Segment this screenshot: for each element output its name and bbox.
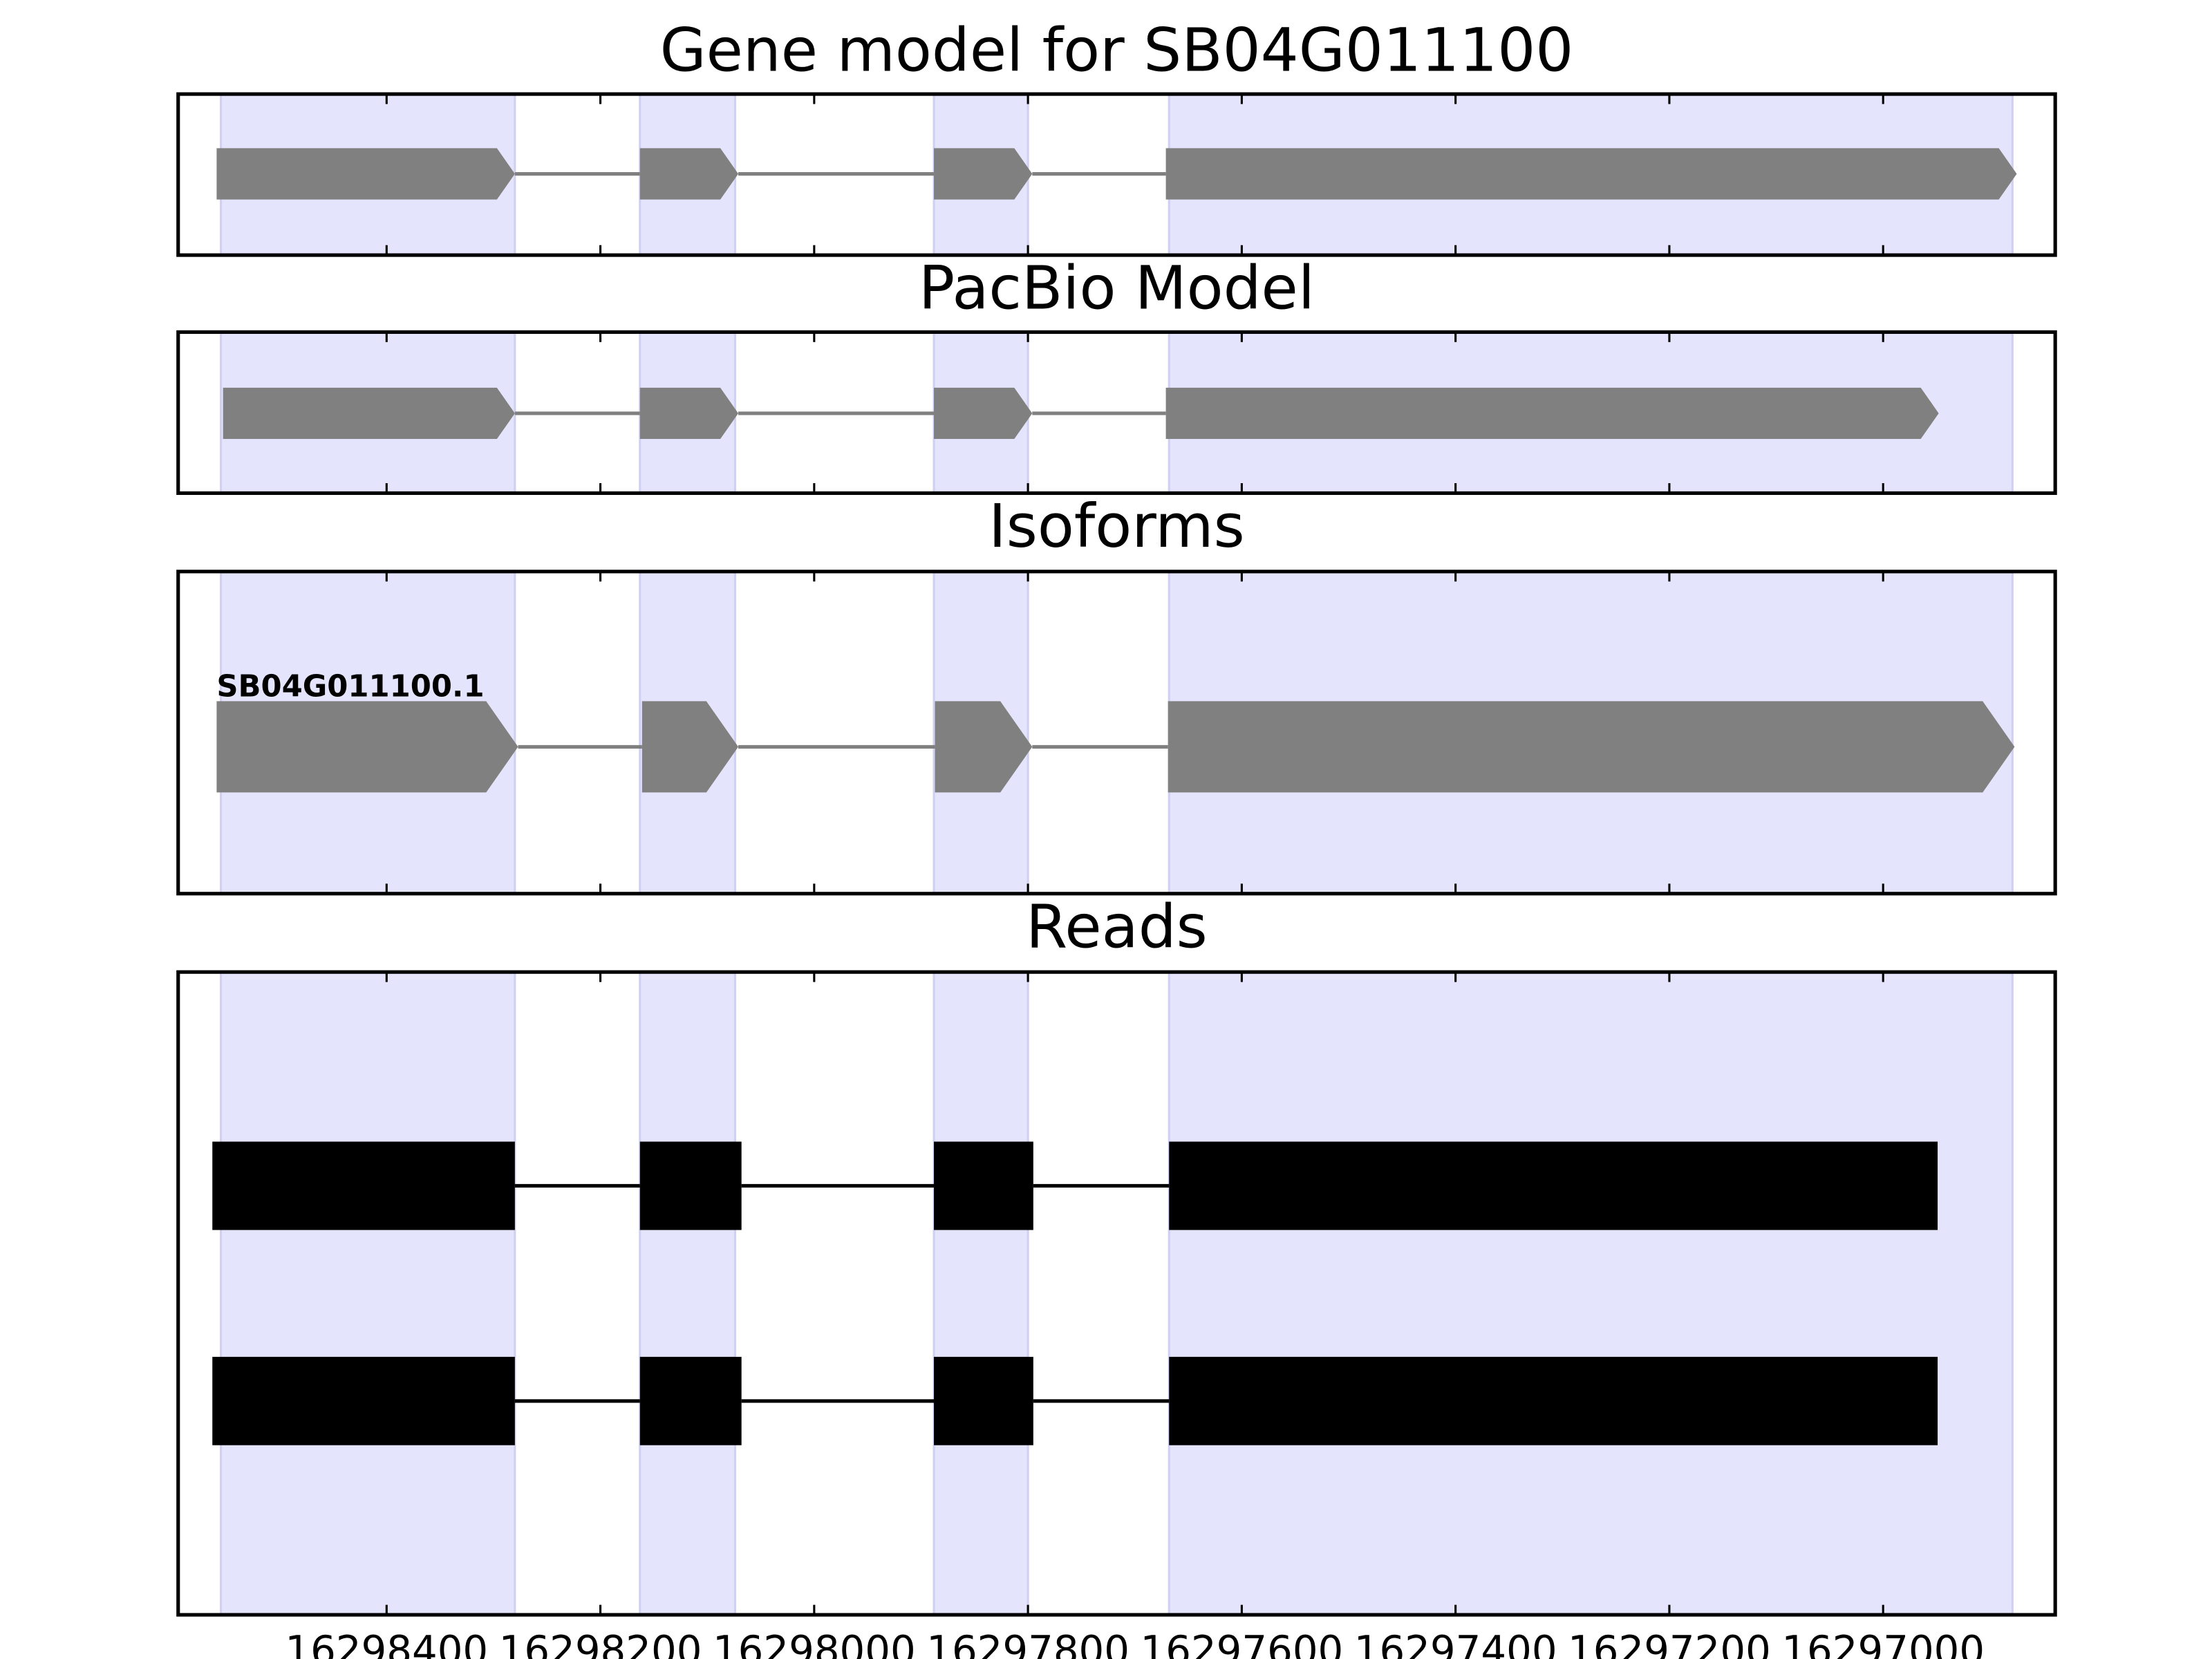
exon — [934, 1141, 1033, 1230]
highlight-region — [639, 971, 736, 1616]
exon — [212, 1356, 515, 1445]
exon — [935, 701, 1033, 793]
panel-frame — [176, 970, 2057, 1617]
x-tick-label: 16297000 — [1781, 1627, 1985, 1659]
isoform-label: SB04G011100.1 — [216, 669, 484, 704]
x-tick-label: 16298000 — [713, 1627, 916, 1659]
exon — [639, 387, 739, 440]
highlight-region — [220, 971, 516, 1616]
panel-frame — [176, 330, 2057, 495]
exon — [934, 387, 1033, 440]
highlight-region — [1168, 971, 2014, 1616]
x-tick-label: 16298400 — [285, 1627, 488, 1659]
panel-frame — [176, 570, 2057, 896]
panel-title: Isoforms — [988, 492, 1245, 561]
exon — [1168, 701, 2015, 793]
exon — [216, 148, 515, 200]
panel-title: Reads — [1026, 892, 1208, 962]
exon — [1169, 1356, 1938, 1445]
x-tick-label: 16297400 — [1354, 1627, 1557, 1659]
panel-title: Gene model for SB04G011100 — [660, 16, 1574, 85]
panel-title: PacBio Model — [919, 254, 1315, 324]
x-tick-label: 16297600 — [1141, 1627, 1344, 1659]
exon — [1165, 387, 1939, 440]
exon — [934, 148, 1033, 200]
panel-frame — [176, 92, 2057, 257]
exon — [1165, 148, 2017, 200]
exon — [639, 1141, 742, 1230]
exon — [212, 1141, 515, 1230]
exon — [641, 701, 739, 793]
x-tick-label: 16297800 — [926, 1627, 1130, 1659]
x-tick-label: 16298200 — [499, 1627, 702, 1659]
exon — [216, 701, 518, 793]
exon — [1169, 1141, 1938, 1230]
x-tick-label: 16297200 — [1568, 1627, 1771, 1659]
exon — [639, 148, 739, 200]
highlight-region — [932, 971, 1029, 1616]
exon — [934, 1356, 1033, 1445]
exon — [223, 387, 515, 440]
exon — [639, 1356, 742, 1445]
